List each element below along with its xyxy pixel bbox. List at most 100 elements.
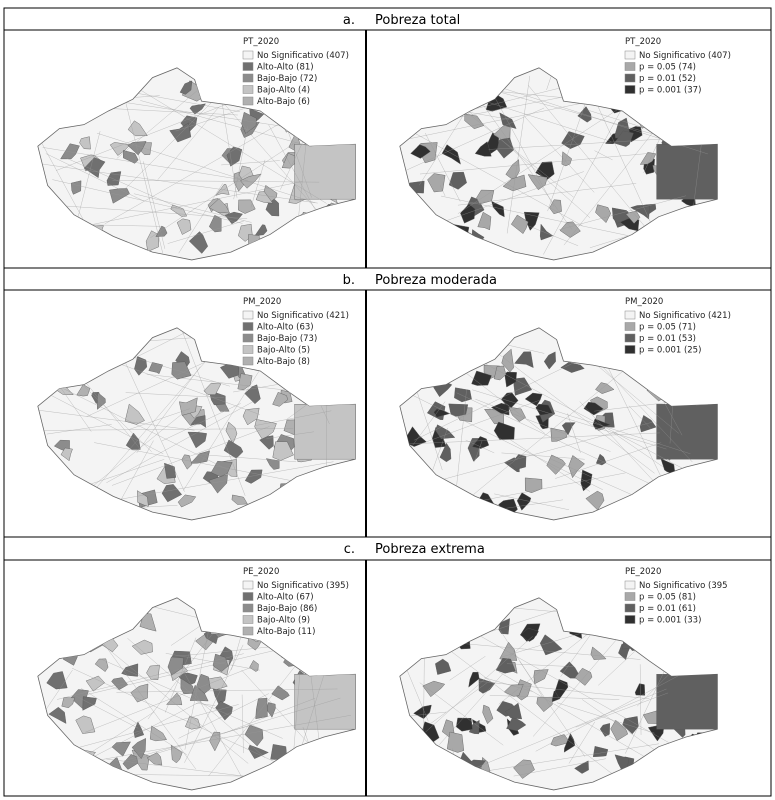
municipality: [75, 626, 98, 644]
municipality: [335, 85, 354, 105]
boundary: [488, 137, 692, 150]
boundary: [439, 672, 504, 745]
boundary: [71, 668, 309, 778]
municipality: [62, 613, 77, 630]
boundary: [494, 493, 570, 510]
frame: [3, 7, 772, 797]
municipality: [561, 422, 576, 436]
boundary: [133, 193, 252, 223]
legend-title: PE_2020: [625, 567, 661, 577]
municipality: [625, 210, 641, 224]
boundary: [165, 653, 260, 671]
boundary: [54, 334, 132, 354]
municipality: [592, 418, 611, 430]
boundary: [594, 150, 613, 161]
boundary: [628, 405, 652, 429]
boundary: [106, 401, 254, 483]
boundary: [241, 669, 319, 754]
legend-swatch: [242, 603, 254, 613]
municipality: [656, 674, 718, 730]
boundary: [419, 682, 504, 746]
municipality: [164, 462, 177, 479]
municipality: [146, 664, 160, 680]
boundary: [556, 702, 655, 734]
boundary: [489, 695, 620, 700]
municipality: [179, 397, 198, 416]
boundary: [96, 133, 316, 203]
boundary: [241, 694, 244, 754]
legend-item: No Significativo (395): [257, 581, 349, 591]
municipality: [448, 171, 467, 190]
municipality: [67, 349, 83, 370]
boundary: [46, 424, 112, 435]
municipality: [454, 387, 472, 403]
legend-item: p = 0.05 (71): [639, 323, 696, 333]
municipality: [452, 495, 467, 510]
municipality: [40, 457, 61, 471]
boundary: [184, 615, 212, 750]
municipality: [550, 427, 568, 442]
municipality: [643, 627, 661, 649]
boundary: [475, 399, 611, 452]
municipality: [139, 613, 157, 632]
municipality: [610, 719, 629, 741]
legend-item: Bajo-Bajo (72): [257, 74, 317, 84]
boundary: [94, 442, 318, 486]
municipality: [85, 675, 105, 692]
municipality: [177, 494, 197, 508]
municipality: [427, 173, 446, 193]
municipality: [148, 362, 163, 374]
legend-title: PE_2020: [243, 567, 279, 577]
municipality: [94, 658, 109, 672]
boundary: [79, 704, 239, 748]
municipality: [422, 680, 446, 698]
map-panel: PT_2020 No Significativo (407) p = 0.05 (7…: [399, 37, 731, 261]
boundary: [666, 99, 669, 108]
municipality: [539, 223, 554, 241]
municipality: [669, 374, 686, 387]
municipality: [435, 424, 456, 439]
municipality: [543, 351, 556, 370]
boundary: [506, 663, 574, 667]
boundary: [568, 721, 595, 764]
municipality: [503, 684, 524, 697]
boundary: [425, 636, 533, 733]
municipality: [496, 137, 514, 159]
boundary: [116, 440, 154, 508]
municipality: [179, 80, 193, 95]
boundary: [484, 677, 533, 692]
municipality: [535, 403, 553, 416]
municipality: [190, 415, 206, 428]
boundary: [181, 329, 246, 496]
boundary: [546, 76, 552, 90]
boundary: [506, 499, 564, 509]
municipality: [255, 191, 274, 204]
boundary: [106, 69, 327, 204]
municipality: [266, 702, 276, 718]
municipality: [55, 373, 70, 390]
boundary: [498, 621, 604, 705]
municipality: [533, 669, 549, 685]
municipality: [454, 228, 468, 253]
boundary: [410, 394, 603, 490]
municipality: [592, 746, 609, 758]
municipality: [220, 347, 241, 362]
municipality: [410, 144, 431, 159]
boundary: [220, 94, 238, 198]
municipality: [215, 701, 233, 721]
municipality: [124, 403, 145, 425]
legend-swatch: [624, 333, 636, 343]
municipality: [559, 221, 581, 238]
boundary: [250, 159, 266, 208]
boundary: [463, 472, 626, 505]
municipality: [240, 173, 262, 189]
legend-swatch: [242, 356, 254, 366]
municipality: [493, 365, 507, 381]
municipality: [661, 234, 677, 250]
municipality: [622, 716, 639, 735]
municipality: [293, 228, 311, 243]
boundary: [625, 670, 665, 754]
boundary: [266, 431, 315, 439]
municipality: [514, 351, 534, 368]
